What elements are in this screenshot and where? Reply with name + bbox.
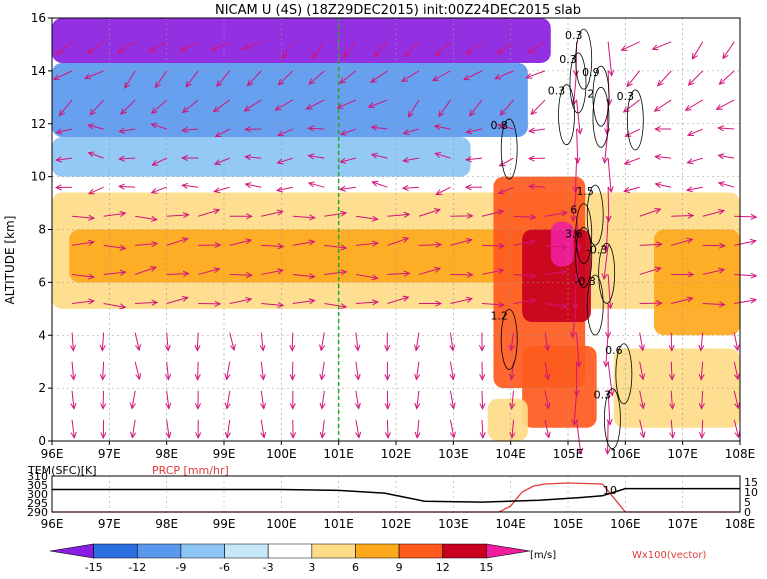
- colorbar-label: 9: [396, 561, 403, 574]
- x-axis-ticks: 96E 97E 98E 99E 100E 101E 102E 103E 104E 105E 106E…: [41, 441, 756, 461]
- contour-label: 3.6: [565, 227, 583, 240]
- colorbar-label: 6: [352, 561, 359, 574]
- colorbar-swatch: [181, 544, 225, 558]
- colorbar-label: 12: [436, 561, 450, 574]
- contour-region-2: [52, 137, 471, 177]
- y-tick-label: 16: [31, 11, 46, 25]
- contour-label: 0.9: [582, 66, 600, 79]
- contour-region-9: [488, 399, 528, 441]
- colorbar-label: 15: [479, 561, 493, 574]
- colorbar: -15 -12 -9 -6 -3 3 6 9 12 15: [50, 544, 530, 574]
- x-tick-label: 98E: [155, 447, 178, 461]
- colorbar-swatch: [355, 544, 399, 558]
- y-axis-label: ALTITUDE [km]: [3, 216, 17, 305]
- lower-panel-right-label: PRCP [mm/hr]: [152, 464, 229, 477]
- wind-vector-shaft: [608, 187, 609, 221]
- lower-x-tick-label: 101E: [323, 517, 354, 531]
- contour-label: 0.3: [594, 389, 612, 402]
- x-tick-label: 107E: [667, 447, 698, 461]
- lower-x-tick-label: 106E: [610, 517, 641, 531]
- colorbar-swatch: [486, 544, 530, 558]
- x-tick-label: 105E: [553, 447, 584, 461]
- colorbar-swatch: [268, 544, 312, 558]
- contour-label: 0.6: [605, 344, 623, 357]
- lower-x-tick-label: 96E: [41, 517, 64, 531]
- colorbar-swatch: [50, 544, 94, 558]
- x-tick-label: 101E: [323, 447, 354, 461]
- y-tick-label: 14: [31, 64, 46, 78]
- y-tick-label: 6: [38, 275, 46, 289]
- contour-label: 0.3: [548, 85, 566, 98]
- colorbar-swatch: [225, 544, 269, 558]
- x-tick-label: 100E: [266, 447, 297, 461]
- colorbar-label: -3: [263, 561, 274, 574]
- wind-vector-shaft: [103, 391, 104, 409]
- contour-region-0: [52, 18, 551, 63]
- colorbar-label: -9: [175, 561, 186, 574]
- colorbar-label: -6: [219, 561, 230, 574]
- lower-x-tick-label: 102E: [381, 517, 412, 531]
- lower-x-tick-label: 107E: [667, 517, 698, 531]
- wind-vector-shaft: [292, 333, 293, 351]
- x-tick-label: 108E: [725, 447, 756, 461]
- lower-x-tick-label: 99E: [213, 517, 236, 531]
- contour-label: 0.8: [490, 119, 508, 132]
- wind-vector-shaft: [198, 362, 199, 380]
- colorbar-swatch: [137, 544, 181, 558]
- colorbar-swatch: [399, 544, 443, 558]
- y-axis-ticks: 0 2 4 6 8 10 12 14 16: [31, 11, 52, 448]
- chart-title: NICAM U (4S) (18Z29DEC2015) init:00Z24DE…: [215, 3, 581, 18]
- contour-label: 0.3: [559, 53, 577, 66]
- contour-region-8: [522, 346, 597, 428]
- y-tick-label: 2: [38, 381, 46, 395]
- lower-x-tick-label: 104E: [495, 517, 526, 531]
- lower-panel-annotation: 10: [603, 484, 617, 497]
- lower-x-tick-label: 97E: [98, 517, 121, 531]
- vector-label: Wx100(vector): [632, 550, 707, 561]
- lower-x-axis-ticks: 96E 97E 98E 99E 100E 101E 102E 103E 104E 105E 106E…: [41, 517, 756, 531]
- x-tick-label: 102E: [381, 447, 412, 461]
- contour-label: 0.3: [617, 90, 635, 103]
- wind-vector-shaft: [529, 158, 545, 159]
- colorbar-label: -12: [128, 561, 146, 574]
- colorbar-label: 3: [308, 561, 315, 574]
- colorbar-swatch: [312, 544, 356, 558]
- lower-x-tick-label: 108E: [725, 517, 756, 531]
- colorbar-swatch: [94, 544, 138, 558]
- lower-x-tick-label: 98E: [155, 517, 178, 531]
- contour-label: 1.5: [576, 185, 594, 198]
- colorbar-label: -15: [85, 561, 103, 574]
- contour-label: 2: [587, 87, 594, 100]
- wind-vector-shaft: [482, 391, 483, 409]
- lower-panel: TEM(SFC)[K] PRCP [mm/hr] 10 310305300295…: [27, 464, 758, 531]
- y-tick-label: 10: [31, 170, 46, 184]
- wind-vector-shaft: [671, 333, 672, 351]
- x-tick-label: 99E: [213, 447, 236, 461]
- lower-x-tick-label: 105E: [553, 517, 584, 531]
- contour-label: 6: [570, 204, 577, 217]
- colorbar-swatch: [443, 544, 487, 558]
- y-tick-label: 0: [38, 434, 46, 448]
- contour-label: 0.3: [565, 29, 583, 42]
- x-tick-label: 97E: [98, 447, 121, 461]
- x-tick-label: 104E: [495, 447, 526, 461]
- wind-vector-shaft: [387, 420, 388, 438]
- lower-x-tick-label: 100E: [266, 517, 297, 531]
- wind-vector-shaft: [608, 420, 609, 454]
- x-tick-label: 103E: [438, 447, 469, 461]
- x-tick-label: 106E: [610, 447, 641, 461]
- contour-label: 1.2: [490, 309, 508, 322]
- colorbar-unit: [m/s]: [530, 550, 556, 561]
- y-tick-label: 8: [38, 223, 46, 237]
- y-tick-label: 12: [31, 117, 46, 131]
- y-tick-label: 4: [38, 328, 46, 342]
- lower-x-tick-label: 103E: [438, 517, 469, 531]
- x-tick-label: 96E: [41, 447, 64, 461]
